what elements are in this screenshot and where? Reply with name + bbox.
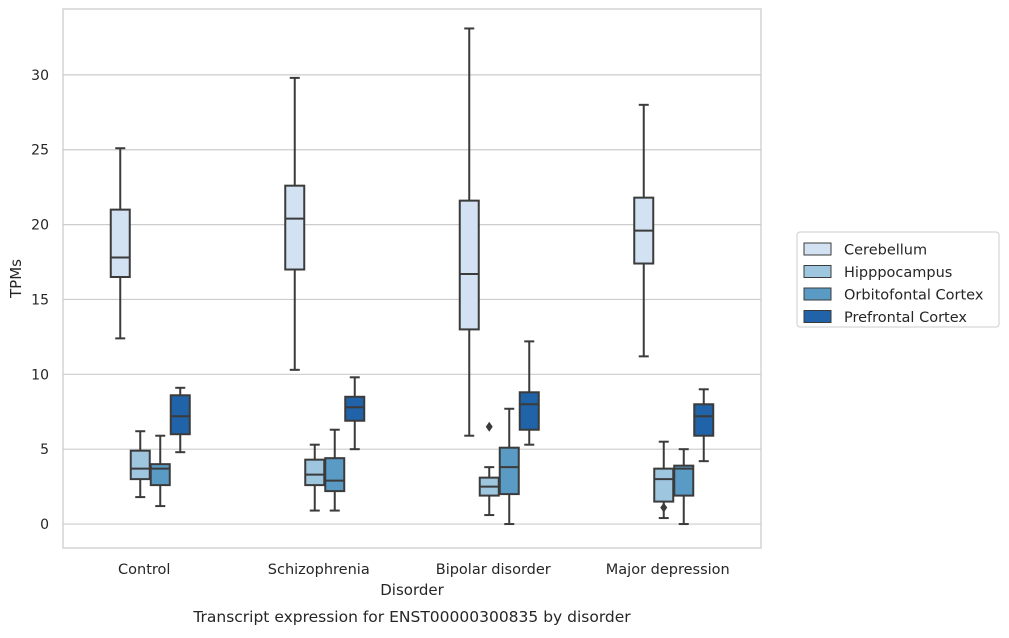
box-iqr [324, 457, 346, 493]
box-iqr [498, 446, 520, 496]
x-tick-label: Bipolar disorder [436, 562, 551, 578]
y-tick-label: 25 [31, 143, 49, 159]
box-orbitofontal-cortex [498, 407, 520, 526]
box-hipppocampus [304, 443, 326, 512]
box-prefrontal-cortex [518, 340, 540, 446]
box-iqr [129, 449, 151, 481]
x-tick-label: Major depression [606, 562, 730, 578]
box-iqr [149, 463, 171, 487]
box-hipppocampus [478, 421, 500, 517]
box-prefrontal-cortex [693, 388, 715, 463]
box-iqr [344, 395, 366, 422]
x-axis-label: Disorder [380, 581, 444, 599]
box-cerebellum [109, 147, 131, 340]
box-cerebellum [633, 103, 655, 358]
legend-swatch [803, 242, 832, 256]
y-tick-label: 30 [31, 68, 49, 84]
box-hipppocampus [129, 430, 151, 499]
y-tick-label: 20 [31, 218, 49, 234]
legend: Cerebellum Hipppocampus Orbitofontal Corte… [796, 231, 1000, 328]
legend-frame [796, 231, 1000, 328]
legend-label: Cerebellum [844, 243, 927, 259]
box-iqr [304, 458, 326, 487]
box-iqr [169, 394, 191, 436]
legend-swatch [803, 310, 832, 323]
x-tick-label: Schizophrenia [268, 562, 370, 578]
x-tick-label: Control [118, 562, 170, 578]
box-iqr [284, 184, 306, 271]
plot-frame [62, 8, 762, 549]
legend-swatch [803, 287, 832, 301]
box-iqr [653, 467, 675, 503]
box-iqr [518, 391, 540, 431]
outlier-marker [485, 421, 493, 432]
legend-label: Hipppocampus [844, 265, 952, 281]
x-tick-labels: Control Schizophrenia Bipolar disorder Majo… [118, 562, 730, 578]
box-cerebellum [284, 76, 306, 371]
box-prefrontal-cortex [169, 386, 191, 454]
outlier-marker [660, 502, 668, 513]
box-orbitofontal-cortex [149, 434, 171, 508]
box-hipppocampus [653, 440, 675, 520]
box-orbitofontal-cortex [324, 428, 346, 512]
legend-swatch [803, 265, 832, 278]
legend-label: Orbitofontal Cortex [844, 288, 984, 304]
legend-label: Prefrontal Cortex [844, 310, 967, 326]
box-orbitofontal-cortex [673, 448, 695, 526]
y-tick-label: 15 [31, 292, 49, 308]
box-iqr [693, 403, 715, 437]
y-axis-label: TPMs [7, 259, 25, 299]
box-iqr [673, 464, 695, 497]
chart-title: Transcript expression for ENST0000030083… [192, 608, 631, 626]
box-prefrontal-cortex [344, 376, 366, 451]
box-iqr [458, 199, 480, 331]
y-tick-label: 0 [40, 517, 49, 533]
box-iqr [109, 208, 131, 279]
y-tick-label: 5 [40, 442, 49, 458]
grid-lines [63, 74, 761, 525]
y-tick-labels: 0 5 10 15 20 25 30 [31, 68, 49, 533]
y-tick-label: 10 [31, 367, 49, 383]
box-cerebellum [458, 27, 480, 437]
boxes [109, 27, 715, 526]
